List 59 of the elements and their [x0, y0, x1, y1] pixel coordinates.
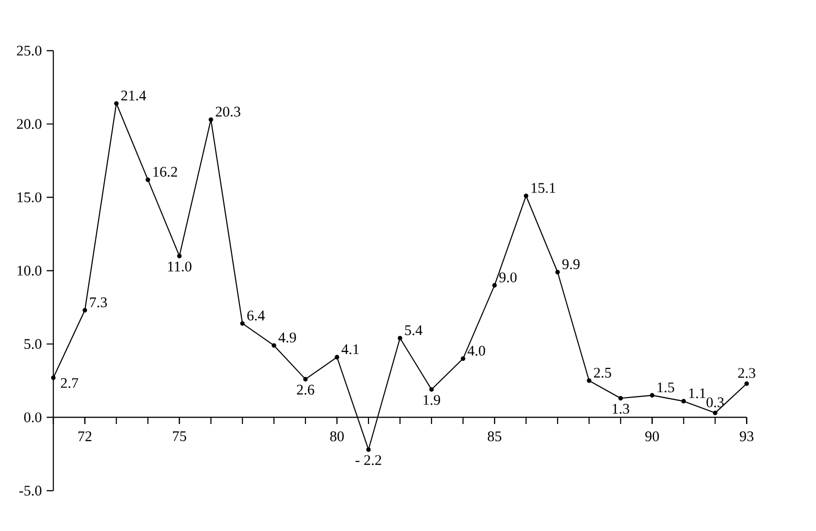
data-label: 4.9 [278, 332, 296, 343]
data-label: 9.0 [499, 272, 517, 283]
data-label: 2.7 [60, 378, 78, 388]
data-label: 0.3 [706, 398, 724, 408]
data-label: 1.3 [612, 404, 630, 414]
y-tick-label: 5.0 [24, 339, 42, 350]
y-tick-label: 0.0 [24, 412, 42, 422]
point [82, 308, 88, 313]
point [460, 356, 466, 362]
point [429, 387, 434, 392]
point [744, 381, 749, 386]
data-label: 1.5 [658, 382, 674, 393]
point [334, 355, 340, 360]
point [366, 447, 371, 452]
point [586, 378, 592, 384]
data-label: 15.1 [532, 183, 556, 194]
point [398, 336, 402, 341]
data-label: 4.0 [468, 346, 486, 356]
x-tick-label: 80 [330, 432, 344, 442]
data-label: 6.4 [247, 310, 265, 321]
data-label: 4.1 [342, 344, 359, 354]
y-tick-label: 10.0 [18, 266, 42, 276]
point [240, 321, 245, 326]
point [618, 396, 623, 401]
x-tick-label: 72 [78, 432, 92, 442]
data-label: 2.3 [738, 368, 756, 378]
point [177, 254, 182, 258]
point [650, 393, 654, 398]
point [51, 376, 56, 380]
data-label: - 2.2 [356, 455, 382, 466]
data-label: 9.9 [562, 259, 580, 270]
point [712, 410, 718, 416]
data-label: 21.4 [121, 90, 146, 101]
data-label: 16.2 [153, 167, 178, 177]
data-label: 20.3 [216, 106, 240, 117]
data-label: 2.6 [296, 384, 314, 395]
point [146, 178, 150, 182]
y-tick-label: 25.0 [16, 46, 42, 56]
x-tick-label: 90 [645, 432, 659, 442]
point [492, 283, 497, 288]
data-label: 11.0 [168, 262, 192, 272]
data-label: 7.3 [90, 298, 107, 308]
x-tick-label: 75 [173, 432, 186, 442]
data-label: 2.5 [594, 368, 612, 378]
point [114, 101, 119, 106]
x-tick-label: 85 [488, 432, 502, 442]
data-label: 5.4 [405, 326, 422, 336]
point [272, 343, 276, 348]
y-tick-label: -5.0 [19, 486, 42, 496]
point [208, 118, 214, 122]
data-label: 1.9 [424, 395, 440, 406]
point [524, 194, 528, 198]
point [681, 399, 686, 404]
point [303, 377, 308, 382]
y-tick-label: 20.0 [16, 119, 42, 130]
data-label: 1.1 [689, 388, 706, 398]
y-tick-label: 15.0 [18, 192, 42, 202]
x-tick-label: 93 [740, 432, 754, 442]
point [555, 270, 560, 275]
